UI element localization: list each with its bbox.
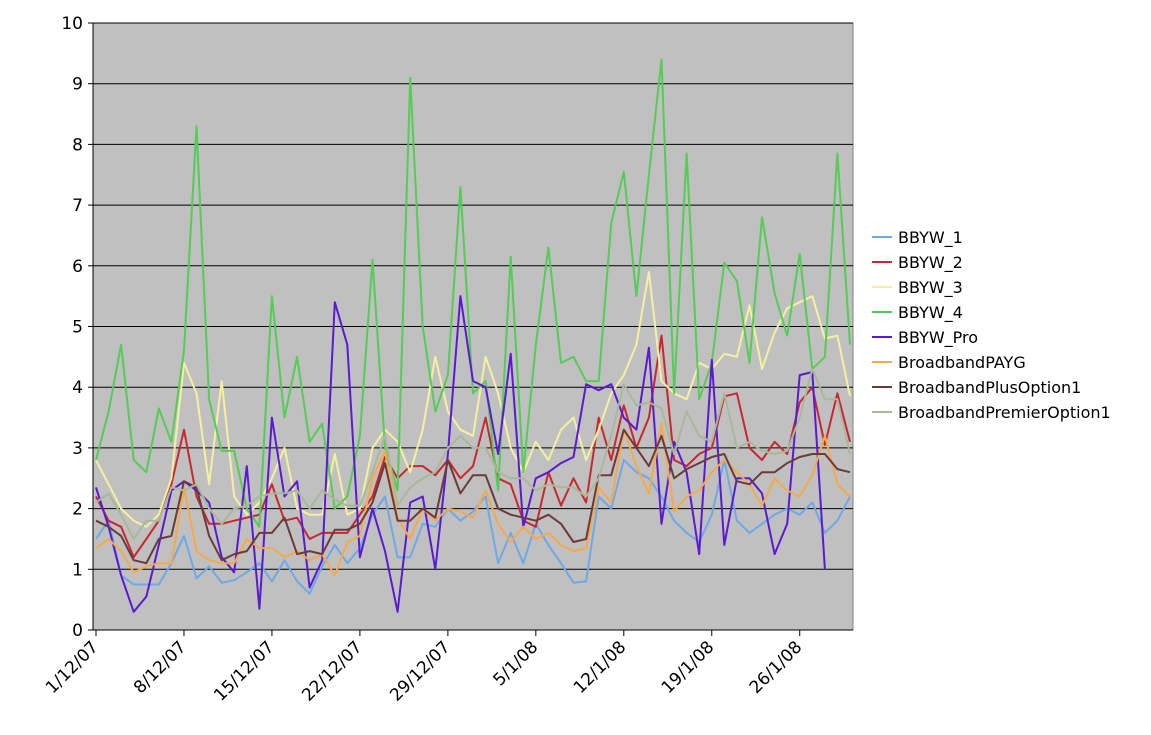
legend-label: BroadbandPAYG xyxy=(898,353,1026,372)
series-line-BroadbandPremierOption1 xyxy=(95,368,851,540)
series-line-BroadbandPAYG xyxy=(95,422,851,577)
series-line-BroadbandPlusOption1 xyxy=(95,428,851,565)
y-tick-label: 0 xyxy=(72,621,83,641)
x-tick-label: 12/1/08 xyxy=(570,637,630,697)
series-line-BBYW_Pro xyxy=(95,295,826,613)
y-tick-label: 1 xyxy=(72,560,83,580)
x-tick-label: 1/12/07 xyxy=(42,637,102,697)
y-tick-label: 10 xyxy=(61,14,83,34)
legend-label: BroadbandPlusOption1 xyxy=(898,378,1081,397)
y-axis-ticks: 0 1 2 3 4 5 6 7 8 9 10 xyxy=(61,14,93,641)
y-tick-label: 7 xyxy=(72,196,83,216)
y-tick-label: 2 xyxy=(72,500,83,520)
y-tick-label: 9 xyxy=(72,75,83,95)
series-line-BBYW_3 xyxy=(95,270,851,528)
y-tick-label: 3 xyxy=(72,439,83,459)
x-tick-label: 26/1/08 xyxy=(746,637,806,697)
y-tick-label: 5 xyxy=(72,318,83,338)
x-tick-label: 22/12/07 xyxy=(298,637,366,705)
x-tick-label: 29/12/07 xyxy=(386,637,454,705)
legend-label: BBYW_2 xyxy=(898,253,963,273)
legend: BBYW_1 BBYW_2 BBYW_3 BBYW_4 BBYW_Pro Broadban… xyxy=(872,228,1111,422)
legend-label: BroadbandPremierOption1 xyxy=(898,403,1111,422)
series-lines xyxy=(95,58,851,613)
legend-label: BBYW_3 xyxy=(898,278,963,298)
legend-label: BBYW_1 xyxy=(898,228,963,248)
x-tick-label: 19/1/08 xyxy=(658,637,718,697)
series-line-BBYW_4 xyxy=(95,58,851,528)
y-tick-label: 6 xyxy=(72,257,83,277)
legend-label: BBYW_Pro xyxy=(898,328,978,348)
x-tick-label: 5/1/08 xyxy=(490,637,543,690)
x-tick-label: 8/12/07 xyxy=(130,637,190,697)
y-tick-label: 8 xyxy=(72,135,83,155)
x-axis-ticks: 1/12/07 8/12/07 15/12/07 22/12/07 29/12/07 5/… xyxy=(42,630,806,706)
y-tick-label: 4 xyxy=(72,378,83,398)
legend-label: BBYW_4 xyxy=(898,303,963,323)
x-tick-label: 15/12/07 xyxy=(210,637,278,705)
